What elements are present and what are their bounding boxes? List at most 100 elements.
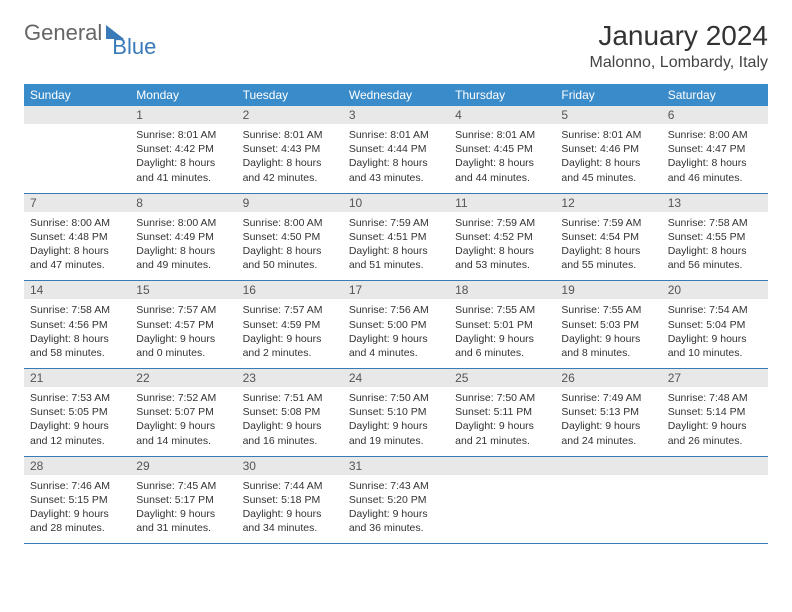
sunset-line: Sunset: 5:01 PM — [455, 318, 549, 332]
day-cell: Sunrise: 8:01 AMSunset: 4:43 PMDaylight:… — [237, 124, 343, 193]
sunrise-line: Sunrise: 7:58 AM — [668, 216, 762, 230]
daylight-line-1: Daylight: 9 hours — [561, 332, 655, 346]
day-cell: Sunrise: 7:59 AMSunset: 4:54 PMDaylight:… — [555, 212, 661, 281]
day-number: 17 — [343, 281, 449, 299]
daylight-line-1: Daylight: 9 hours — [668, 332, 762, 346]
day-number — [662, 457, 768, 475]
day-number: 15 — [130, 281, 236, 299]
sunset-line: Sunset: 4:52 PM — [455, 230, 549, 244]
daylight-line-2: and 36 minutes. — [349, 521, 443, 535]
day-number: 16 — [237, 281, 343, 299]
day-cell: Sunrise: 7:57 AMSunset: 4:59 PMDaylight:… — [237, 299, 343, 368]
daylight-line-1: Daylight: 9 hours — [455, 419, 549, 433]
day-number: 23 — [237, 369, 343, 387]
day-cell: Sunrise: 7:55 AMSunset: 5:03 PMDaylight:… — [555, 299, 661, 368]
sunrise-line: Sunrise: 7:56 AM — [349, 303, 443, 317]
sunset-line: Sunset: 5:10 PM — [349, 405, 443, 419]
sunset-line: Sunset: 5:15 PM — [30, 493, 124, 507]
sunset-line: Sunset: 4:46 PM — [561, 142, 655, 156]
day-number: 26 — [555, 369, 661, 387]
day-number: 29 — [130, 457, 236, 475]
sunrise-line: Sunrise: 7:49 AM — [561, 391, 655, 405]
brand-word-1: General — [24, 20, 102, 46]
day-cell — [555, 475, 661, 544]
day-cell — [24, 124, 130, 193]
day-number: 11 — [449, 194, 555, 212]
sunset-line: Sunset: 4:56 PM — [30, 318, 124, 332]
daylight-line-1: Daylight: 9 hours — [136, 507, 230, 521]
brand-word-2: Blue — [112, 34, 156, 60]
sunrise-line: Sunrise: 7:55 AM — [455, 303, 549, 317]
day-cell: Sunrise: 8:00 AMSunset: 4:48 PMDaylight:… — [24, 212, 130, 281]
sunset-line: Sunset: 4:54 PM — [561, 230, 655, 244]
day-number-row: 21222324252627 — [24, 369, 768, 387]
day-number: 30 — [237, 457, 343, 475]
daylight-line-1: Daylight: 8 hours — [455, 244, 549, 258]
day-number: 13 — [662, 194, 768, 212]
location-subtitle: Malonno, Lombardy, Italy — [590, 54, 768, 72]
calendar-weeks: 123456Sunrise: 8:01 AMSunset: 4:42 PMDay… — [24, 106, 768, 544]
day-cell: Sunrise: 8:01 AMSunset: 4:44 PMDaylight:… — [343, 124, 449, 193]
sunrise-line: Sunrise: 7:43 AM — [349, 479, 443, 493]
daylight-line-1: Daylight: 9 hours — [349, 419, 443, 433]
sunset-line: Sunset: 4:42 PM — [136, 142, 230, 156]
daylight-line-2: and 2 minutes. — [243, 346, 337, 360]
sunrise-line: Sunrise: 8:00 AM — [243, 216, 337, 230]
day-number: 3 — [343, 106, 449, 124]
page-header: General Blue January 2024 Malonno, Lomba… — [24, 20, 768, 72]
weekday-header: Wednesday — [343, 84, 449, 106]
sunset-line: Sunset: 4:49 PM — [136, 230, 230, 244]
day-number-row: 14151617181920 — [24, 281, 768, 299]
day-number: 27 — [662, 369, 768, 387]
daylight-line-1: Daylight: 8 hours — [349, 244, 443, 258]
daylight-line-2: and 26 minutes. — [668, 434, 762, 448]
day-number-row: 78910111213 — [24, 194, 768, 212]
title-block: January 2024 Malonno, Lombardy, Italy — [590, 20, 768, 72]
daylight-line-2: and 0 minutes. — [136, 346, 230, 360]
sunset-line: Sunset: 5:00 PM — [349, 318, 443, 332]
daylight-line-1: Daylight: 9 hours — [30, 507, 124, 521]
daylight-line-1: Daylight: 9 hours — [561, 419, 655, 433]
day-cell: Sunrise: 7:50 AMSunset: 5:11 PMDaylight:… — [449, 387, 555, 456]
daylight-line-2: and 12 minutes. — [30, 434, 124, 448]
daylight-line-2: and 14 minutes. — [136, 434, 230, 448]
day-number — [449, 457, 555, 475]
day-number — [555, 457, 661, 475]
day-number: 4 — [449, 106, 555, 124]
sunrise-line: Sunrise: 7:55 AM — [561, 303, 655, 317]
sunrise-line: Sunrise: 7:59 AM — [561, 216, 655, 230]
daylight-line-1: Daylight: 9 hours — [668, 419, 762, 433]
day-cell: Sunrise: 8:00 AMSunset: 4:50 PMDaylight:… — [237, 212, 343, 281]
daylight-line-1: Daylight: 9 hours — [455, 332, 549, 346]
daylight-line-1: Daylight: 8 hours — [349, 156, 443, 170]
daylight-line-1: Daylight: 8 hours — [136, 156, 230, 170]
day-cell: Sunrise: 8:01 AMSunset: 4:46 PMDaylight:… — [555, 124, 661, 193]
sunrise-line: Sunrise: 7:59 AM — [349, 216, 443, 230]
weekday-header: Tuesday — [237, 84, 343, 106]
sunrise-line: Sunrise: 7:48 AM — [668, 391, 762, 405]
sunrise-line: Sunrise: 7:57 AM — [243, 303, 337, 317]
daylight-line-1: Daylight: 9 hours — [243, 332, 337, 346]
sunset-line: Sunset: 5:07 PM — [136, 405, 230, 419]
daylight-line-2: and 6 minutes. — [455, 346, 549, 360]
day-cell: Sunrise: 8:00 AMSunset: 4:47 PMDaylight:… — [662, 124, 768, 193]
daylight-line-1: Daylight: 8 hours — [243, 156, 337, 170]
day-number: 22 — [130, 369, 236, 387]
calendar-week: 78910111213Sunrise: 8:00 AMSunset: 4:48 … — [24, 194, 768, 282]
day-number: 14 — [24, 281, 130, 299]
day-number: 21 — [24, 369, 130, 387]
daylight-line-1: Daylight: 9 hours — [243, 507, 337, 521]
brand-logo: General Blue — [24, 20, 156, 46]
daylight-line-1: Daylight: 8 hours — [136, 244, 230, 258]
sunrise-line: Sunrise: 7:57 AM — [136, 303, 230, 317]
sunset-line: Sunset: 4:43 PM — [243, 142, 337, 156]
day-number: 9 — [237, 194, 343, 212]
sunrise-line: Sunrise: 8:01 AM — [349, 128, 443, 142]
daylight-line-2: and 43 minutes. — [349, 171, 443, 185]
day-number: 28 — [24, 457, 130, 475]
sunset-line: Sunset: 5:18 PM — [243, 493, 337, 507]
day-number: 6 — [662, 106, 768, 124]
day-cell: Sunrise: 7:51 AMSunset: 5:08 PMDaylight:… — [237, 387, 343, 456]
calendar-week: 14151617181920Sunrise: 7:58 AMSunset: 4:… — [24, 281, 768, 369]
sunset-line: Sunset: 4:45 PM — [455, 142, 549, 156]
